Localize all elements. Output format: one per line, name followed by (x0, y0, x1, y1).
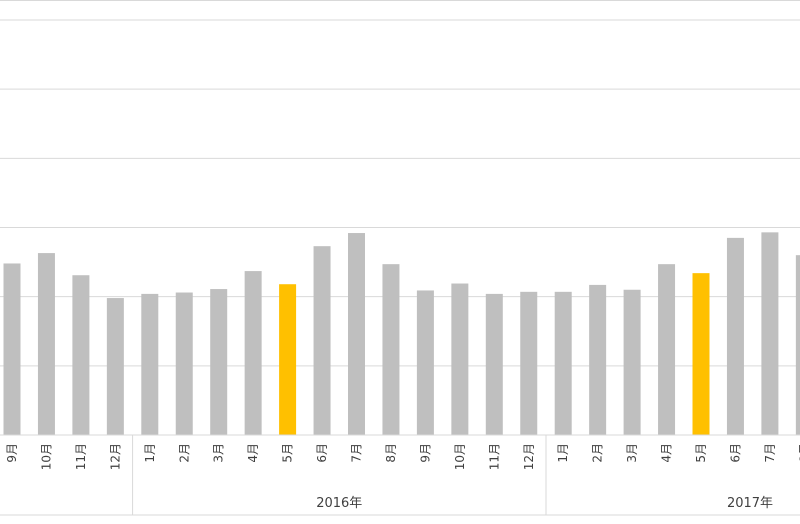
x-tick-label: 6月 (315, 443, 329, 463)
bar (554, 291, 572, 435)
x-tick-label: 9月 (418, 443, 432, 463)
bar (795, 255, 800, 435)
x-tick-label: 2月 (591, 443, 605, 463)
x-tick-label: 3月 (625, 443, 639, 463)
x-tick-label: 1月 (556, 443, 570, 463)
x-tick-label: 10月 (453, 443, 467, 470)
bar (106, 298, 124, 435)
x-tick-label: 7月 (350, 443, 364, 463)
x-tick-label: 8月 (797, 443, 800, 463)
x-tick-label: 2月 (177, 443, 191, 463)
x-tick-label: 3月 (212, 443, 226, 463)
bar (3, 263, 21, 435)
x-tick-label: 7月 (763, 443, 777, 463)
x-tick-label: 9月 (5, 443, 19, 463)
bar (37, 253, 55, 435)
bar (658, 264, 676, 435)
bar (726, 237, 744, 435)
x-tick-label: 11月 (74, 443, 88, 470)
year-group-label: 2016年 (316, 496, 362, 511)
bar (589, 284, 607, 435)
bar (210, 289, 228, 435)
bar (623, 289, 641, 435)
bar (175, 292, 193, 435)
bar-highlight (692, 273, 710, 435)
x-tick-label: 4月 (246, 443, 260, 463)
bars (3, 232, 800, 435)
x-tick-label: 10月 (39, 443, 53, 470)
bar (485, 293, 503, 435)
x-tick-label: 8月 (384, 443, 398, 463)
x-axis: 9月 10月 11月 12月 1月 2月 3月 4月 5月 6月 7月 8月 9月 10月 11月 12月 1月… (0, 434, 800, 516)
x-tick-label: 6月 (728, 443, 742, 463)
x-tick-label: 12月 (108, 443, 122, 470)
x-tick-label: 12月 (522, 443, 536, 470)
bar (451, 283, 469, 435)
x-tick-label: 1月 (143, 443, 157, 463)
x-tick-label: 5月 (694, 443, 708, 463)
bar (416, 290, 434, 435)
bar (382, 264, 400, 435)
bar (244, 271, 262, 435)
bar (72, 275, 90, 435)
bar (141, 293, 159, 435)
bar (348, 233, 365, 435)
x-tick-label: 11月 (487, 443, 501, 470)
bar-highlight (279, 284, 297, 435)
x-tick-label: 4月 (660, 443, 674, 463)
bar (761, 232, 779, 435)
gridlines (0, 0, 800, 367)
year-group-label: 2017年 (727, 496, 773, 511)
x-tick-label: 5月 (281, 443, 295, 463)
bar (313, 246, 331, 435)
bar (520, 291, 538, 435)
